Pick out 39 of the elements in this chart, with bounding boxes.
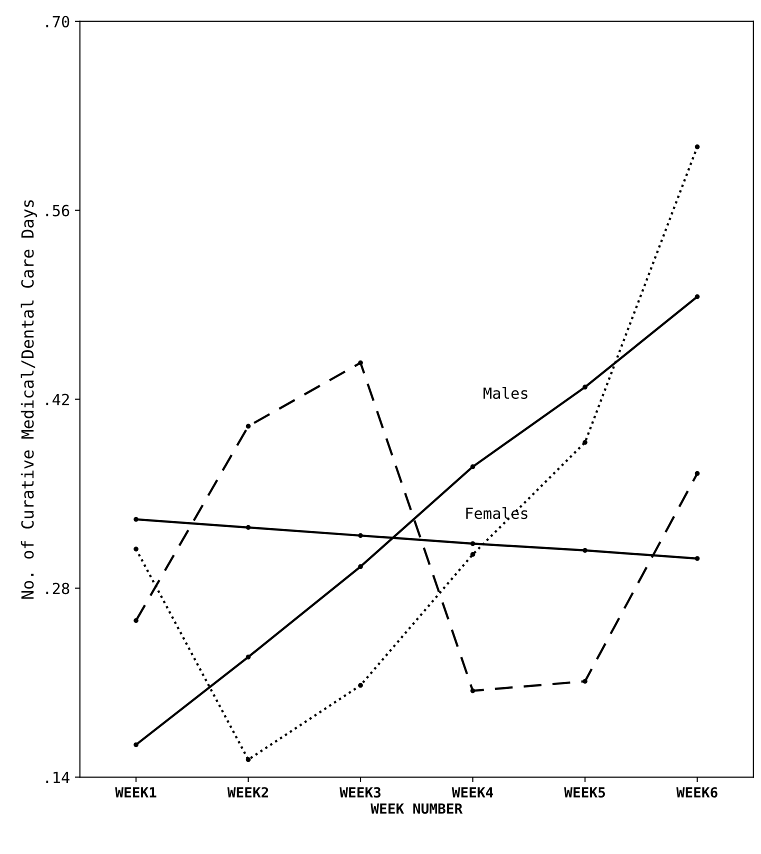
point <box>582 548 588 553</box>
point <box>694 556 700 561</box>
point <box>470 464 476 470</box>
x-axis-title: WEEK NUMBER <box>370 803 463 814</box>
x-tick-label: WEEK2 <box>227 787 268 798</box>
series-label: Males <box>484 387 528 399</box>
point <box>694 144 700 150</box>
x-tick-label: WEEK4 <box>452 787 494 798</box>
x-tick-label: WEEK6 <box>676 787 718 798</box>
point <box>694 294 700 300</box>
point <box>246 654 251 660</box>
series-label: Females <box>466 507 528 520</box>
point <box>358 682 363 688</box>
point <box>134 742 138 748</box>
point <box>246 424 251 429</box>
y-tick-label: .56 <box>46 204 70 216</box>
point <box>470 688 476 694</box>
y-tick-label: .42 <box>46 394 69 406</box>
point <box>358 360 363 366</box>
x-tick-label: WEEK3 <box>340 787 381 798</box>
y-axis-title: No. of Curative Medical/Dental Care Days <box>20 200 38 599</box>
point <box>134 546 138 552</box>
point <box>582 440 588 445</box>
point <box>246 757 251 762</box>
x-tick-label: WEEK5 <box>564 787 605 798</box>
point <box>246 525 251 530</box>
point <box>470 552 476 557</box>
point <box>694 471 700 476</box>
y-tick-label: .28 <box>46 582 70 594</box>
point <box>134 618 138 624</box>
point <box>470 541 476 546</box>
y-tick-label: .70 <box>46 16 70 28</box>
point <box>582 678 588 684</box>
x-tick-label: WEEK1 <box>115 787 156 798</box>
point <box>358 564 363 570</box>
y-tick-label: .14 <box>46 772 70 783</box>
point <box>582 384 588 390</box>
point <box>358 533 363 538</box>
point <box>134 516 138 522</box>
